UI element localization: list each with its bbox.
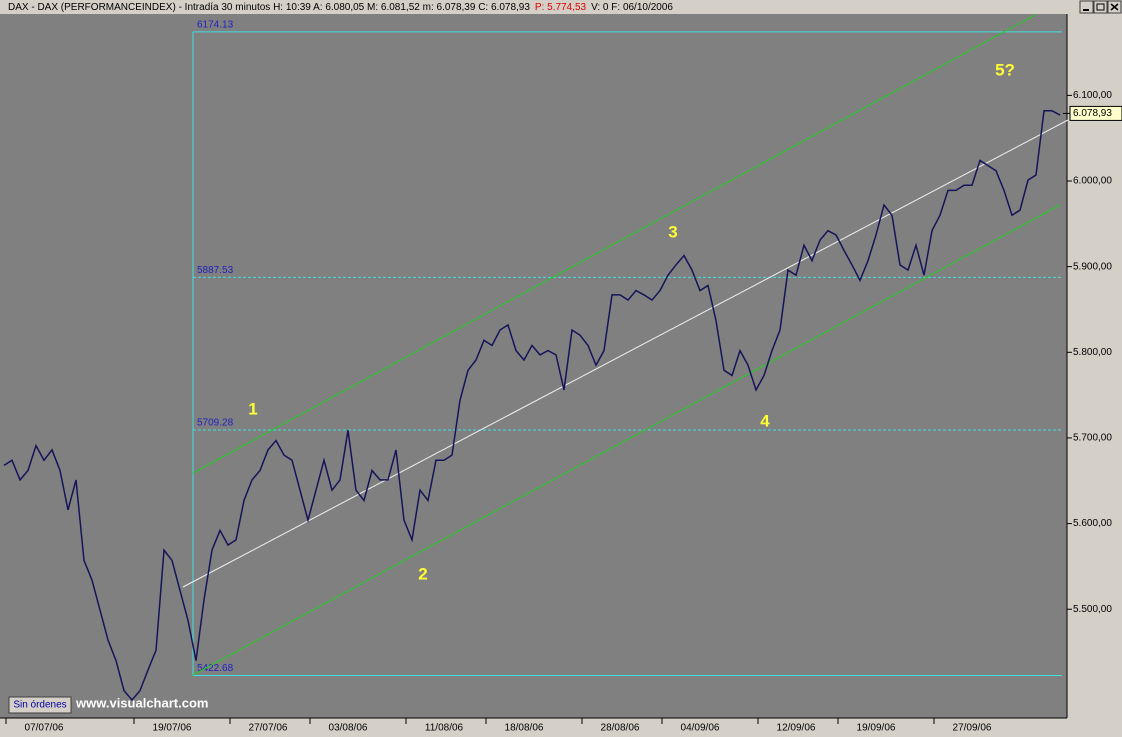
wave-label: 3 [668,222,677,241]
x-tick-label: 27/09/06 [953,723,992,734]
button-label: Sin órdenes [13,700,66,711]
y-tick-label: 5.500,00 [1073,604,1112,615]
wave-label: 1 [248,399,257,418]
level-label: 6174.13 [197,20,234,31]
last-price-label: 6.078,93 [1073,108,1112,119]
window-buttons[interactable] [1079,0,1122,14]
price-line [3,110,1061,702]
x-tick-label: 27/07/06 [249,723,288,734]
wave-label: 4 [760,411,770,430]
plot-area [0,14,1067,718]
wave-label: 5? [995,60,1015,79]
y-tick-label: 5.700,00 [1073,433,1112,444]
header-text: P: 5.774,53 [535,2,587,13]
level-label: 5709.28 [197,418,234,429]
wave-label: 2 [418,564,427,583]
x-tick-label: 12/09/06 [777,723,816,734]
x-tick-label: 07/07/06 [25,723,64,734]
header: DAX - DAX (PERFORMANCEINDEX) - Intradía … [8,2,673,13]
level-label: 5887.53 [197,265,234,276]
watermark: www.visualchart.com [75,695,208,710]
x-tick-label: 18/08/06 [505,723,544,734]
x-tick-label: 03/08/06 [329,723,368,734]
y-tick-label: 6.100,00 [1073,90,1112,101]
level-label: 5422.68 [197,663,234,674]
x-tick-label: 11/08/06 [425,723,464,734]
y-tick-label: 5.800,00 [1073,347,1112,358]
orders-button[interactable] [8,696,72,714]
last-price-box [1069,105,1122,121]
x-tick-label: 19/07/06 [153,723,192,734]
channel-mid [182,119,1069,588]
channel-upper [192,14,1036,474]
y-tick-label: 5.900,00 [1073,261,1112,272]
y-tick-label: 6.000,00 [1073,176,1112,187]
y-tick-label: 5.600,00 [1073,518,1112,529]
icon [1096,3,1105,11]
x-tick-label: 04/09/06 [681,723,720,734]
header-text: DAX - DAX (PERFORMANCEINDEX) - Intradía … [8,2,530,13]
icon [1110,3,1119,11]
x-tick-label: 28/08/06 [601,723,640,734]
minimize-button[interactable] [1079,0,1094,14]
channel-lower [192,204,1061,676]
x-tick-label: 19/09/06 [857,723,896,734]
header-text: V: 0 F: 06/10/2006 [591,2,673,13]
restore-button[interactable] [1093,0,1108,14]
